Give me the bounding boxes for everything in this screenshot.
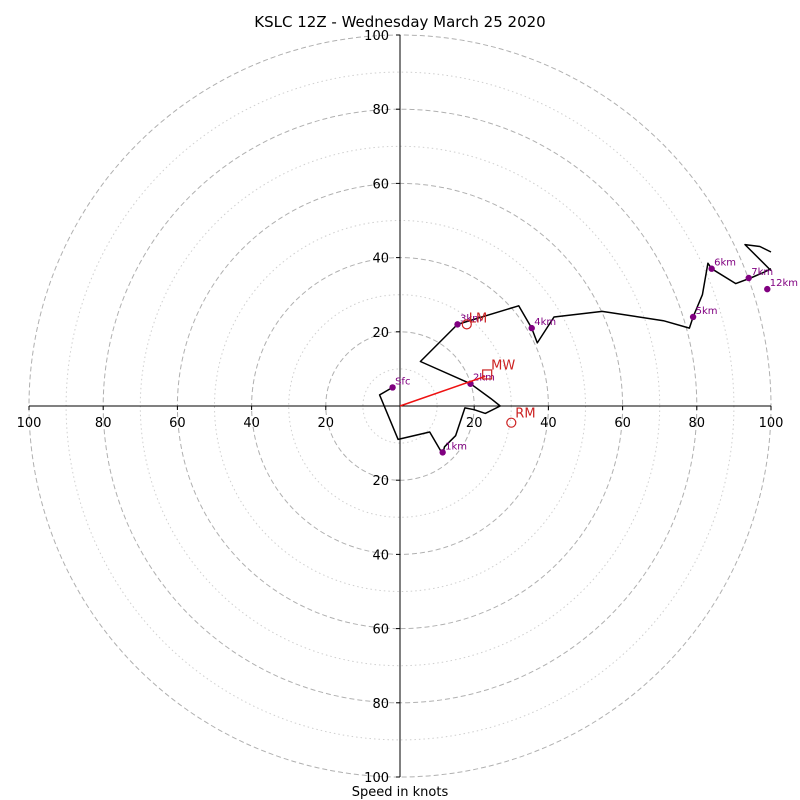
y-tick-label: 40 — [372, 252, 389, 267]
height-marker-6km — [708, 265, 715, 272]
shear-vector-line — [399, 375, 486, 407]
x-tick-label: 100 — [17, 416, 42, 431]
x-axis-label: Speed in knots — [352, 785, 449, 800]
height-label-Sfc: Sfc — [395, 376, 410, 387]
height-label-2km: 2km — [473, 373, 495, 384]
x-tick-label: 60 — [169, 416, 186, 431]
height-marker-1km — [439, 449, 446, 456]
height-marker-3km — [454, 321, 461, 328]
height-marker-7km — [745, 274, 752, 282]
height-marker-12km — [764, 285, 771, 293]
x-tick-label: 40 — [540, 416, 557, 431]
right-mover-marker — [506, 417, 517, 428]
hodograph-trace-line — [378, 262, 772, 455]
mean-wind-label: MW — [491, 358, 515, 373]
wind-trace — [378, 243, 772, 455]
mean-wind-marker — [482, 369, 493, 380]
left-mover-marker — [461, 319, 472, 330]
height-label-5km: 5km — [696, 306, 718, 317]
right-mover-label: RM — [515, 407, 535, 422]
x-tick-label: 80 — [95, 416, 112, 431]
hodograph-trace-upper-line — [744, 243, 772, 272]
y-tick-label: 60 — [372, 177, 389, 192]
height-label-12km: 12km — [770, 278, 798, 289]
x-tick-label: 100 — [759, 416, 784, 431]
y-tick-label: 100 — [364, 771, 389, 786]
x-tick-label: 60 — [614, 416, 631, 431]
height-label-1km: 1km — [445, 441, 467, 452]
y-tick-label: 100 — [364, 29, 389, 44]
x-tick-label: 40 — [243, 416, 260, 431]
x-tick-label: 80 — [689, 416, 706, 431]
x-tick-label: 20 — [466, 416, 483, 431]
y-tick-label: 60 — [372, 623, 389, 638]
height-marker-4km — [528, 324, 535, 332]
height-marker-5km — [689, 313, 697, 321]
x-tick-label: 20 — [318, 416, 335, 431]
y-tick-label: 20 — [372, 326, 389, 341]
storm-motion-markers: MW LM RM — [399, 311, 536, 428]
y-tick-label: 80 — [372, 697, 389, 712]
height-label-4km: 4km — [534, 317, 556, 328]
height-label-6km: 6km — [714, 258, 736, 269]
y-tick-label: 80 — [372, 103, 389, 118]
height-label-7km: 7km — [751, 267, 773, 278]
height-marker-Sfc — [389, 384, 396, 391]
left-mover-label: LM — [469, 311, 487, 326]
y-tick-label: 40 — [372, 548, 389, 563]
chart-title: KSLC 12Z - Wednesday March 25 2020 — [254, 13, 545, 31]
y-tick-label: 20 — [372, 474, 389, 489]
tick-labels: 100 80 60 40 20 20 40 60 80 100 100 80 60 40 20 20 40 60 8… — [17, 29, 784, 786]
height-label-3km: 3km — [460, 313, 482, 324]
